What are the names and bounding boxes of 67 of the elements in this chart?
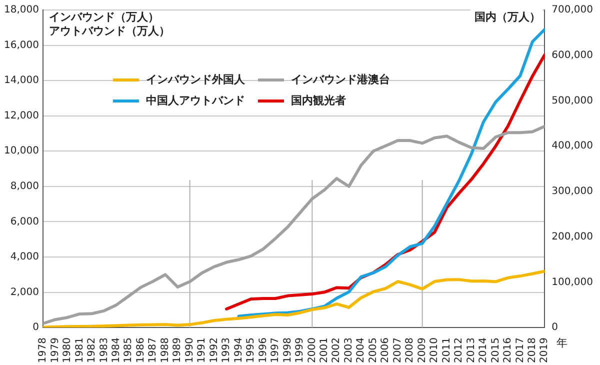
x-tick-label: 2019: [539, 338, 550, 364]
x-tick-label: 1997: [270, 338, 282, 364]
x-tick-label: 1998: [282, 338, 294, 364]
x-tick-label: 1991: [196, 338, 208, 364]
x-tick-label: 1993: [221, 338, 232, 364]
x-tick-label: 1988: [160, 338, 171, 364]
y2-tick-label: 100,000: [552, 276, 594, 288]
y2-tick-label: 200,000: [552, 231, 594, 242]
x-tick-label: 2008: [404, 338, 416, 364]
y-tick-label: 8,000: [10, 181, 39, 192]
y-tick-label: 12,000: [4, 110, 39, 122]
x-tick-label: 1999: [294, 338, 306, 364]
x-tick-label: 1992: [208, 338, 220, 364]
x-tick-label: 2002: [331, 338, 342, 364]
x-tick-label: 1984: [110, 338, 122, 364]
x-tick-label: 2014: [478, 338, 490, 364]
x-tick-label: 1989: [172, 338, 184, 364]
x-tick-label: 1994: [233, 338, 244, 364]
x-tick-label: 2006: [380, 338, 392, 364]
y2-tick-label: 600,000: [552, 50, 594, 61]
x-tick-label: 2003: [343, 338, 354, 364]
y-tick-label: 16,000: [4, 40, 39, 51]
x-tick-label: 1979: [50, 338, 61, 364]
x-tick-label: 2000: [306, 338, 318, 364]
y-tick-label: 14,000: [4, 75, 39, 86]
x-tick-label: 1982: [86, 338, 98, 364]
x-tick-label: 1996: [258, 338, 269, 364]
y2-tick-label: 0: [552, 322, 558, 334]
x-axis-title: 年: [556, 336, 568, 350]
y-tick-label: 0: [32, 322, 39, 334]
x-tick-label: 1985: [123, 338, 134, 364]
legend-label: 中国人アウトバンド: [146, 94, 245, 107]
y2-tick-label: 700,000: [552, 4, 594, 16]
x-tick-label: 1987: [148, 338, 159, 364]
x-tick-label: 1995: [246, 338, 257, 364]
x-tick-label: 2013: [466, 338, 477, 364]
x-tick-label: 2004: [356, 338, 367, 364]
x-tick-label: 2007: [392, 338, 404, 364]
x-tick-label: 2001: [319, 338, 330, 364]
y-tick-label: 6,000: [10, 216, 39, 228]
y2-tick-label: 300,000: [552, 186, 594, 198]
x-tick-label: 2015: [490, 338, 502, 364]
x-tick-label: 2017: [514, 338, 526, 364]
x-tick-label: 2005: [368, 338, 379, 364]
y-axis-title: インバウンド（万人）アウトバウンド（万人）: [48, 10, 170, 38]
x-tick-label: 2018: [527, 338, 538, 364]
x-tick-label: 2012: [454, 338, 465, 364]
x-tick-label: 1980: [62, 338, 74, 364]
y-tick-label: 18,000: [4, 4, 39, 16]
x-tick-label: 2016: [502, 338, 514, 364]
x-tick-label: 1990: [184, 338, 196, 364]
y2-tick-label: 500,000: [552, 95, 594, 106]
y2-tick-label: 400,000: [552, 140, 594, 152]
x-tick-label: 1978: [38, 338, 49, 364]
x-tick-label: 2010: [429, 338, 440, 364]
x-tick-label: 2011: [441, 338, 452, 364]
y-tick-label: 2,000: [10, 286, 39, 298]
legend-label: 国内観光者: [290, 94, 346, 107]
x-tick-label: 1983: [98, 338, 110, 364]
x-tick-label: 1981: [74, 338, 86, 364]
legend-label: インバウンド外国人: [146, 72, 246, 86]
y-tick-label: 4,000: [10, 252, 39, 263]
y-tick-label: 10,000: [4, 146, 39, 157]
x-tick-label: 1986: [135, 338, 146, 364]
y2-axis-title: 国内（万人）: [474, 10, 541, 24]
legend-label: インバウンド港澳台: [290, 72, 390, 86]
x-tick-label: 2009: [416, 338, 428, 364]
